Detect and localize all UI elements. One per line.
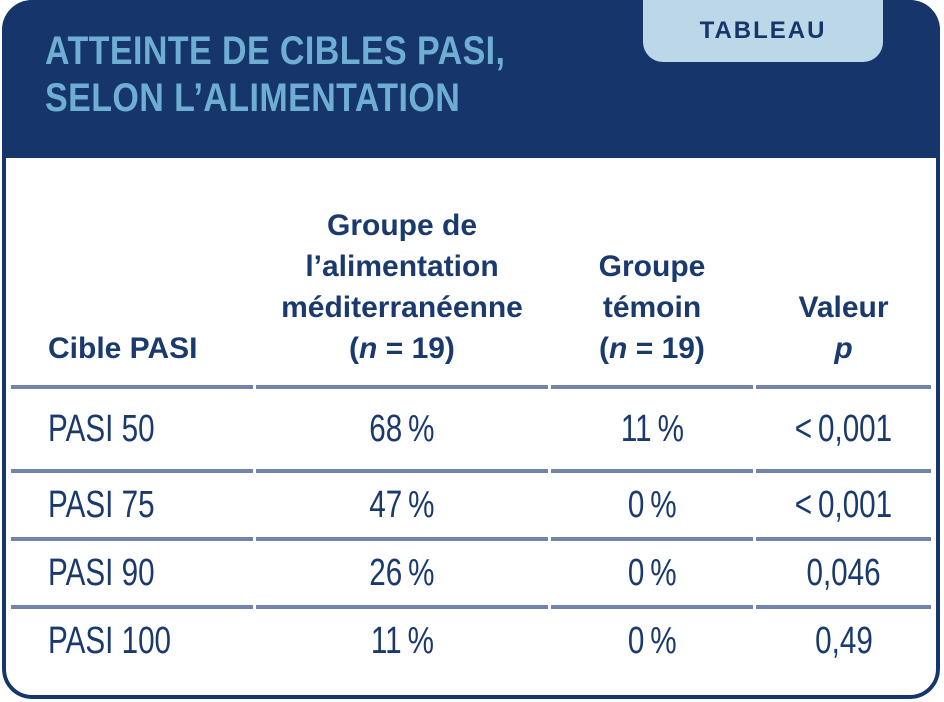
row-pasi-90: PASI 90 26 % 0 % 0,046	[11, 541, 931, 609]
cell-control-value: 11 %	[551, 389, 753, 473]
row-pasi-50: PASI 50 68 % 11 % < 0,001	[11, 389, 931, 473]
header-row: Cible PASI Groupe de l’alimentation médi…	[11, 158, 931, 389]
cell-mediterranean-value: 68 %	[256, 389, 548, 473]
cell-target: PASI 75	[11, 473, 253, 541]
italic-p: p	[834, 332, 853, 365]
row-pasi-75: PASI 75 47 % 0 % < 0,001	[11, 473, 931, 541]
figure-title-line-2: SELON L’ALIMENTATION	[45, 76, 461, 120]
cell-p-value: 0,046	[756, 541, 931, 609]
cell-control-value: 0 %	[551, 473, 753, 541]
figure-title-line-1: ATTEINTE DE CIBLES PASI,	[45, 29, 506, 73]
cell-mediterranean-value: 11 %	[370, 619, 434, 662]
column-header-p-value: Valeur p	[756, 158, 931, 389]
column-header-cible-pasi: Cible PASI	[11, 158, 253, 389]
cell-target: PASI 50	[11, 389, 253, 473]
column-header-control-group: Groupe témoin (n = 19)	[551, 158, 753, 389]
cell-mediterranean-value: 26 %	[256, 541, 548, 609]
cell-control-value: 0 %	[551, 541, 753, 609]
pasi-results-table: Cible PASI Groupe de l’alimentation médi…	[8, 158, 934, 673]
cell-p-value: 0,49	[814, 619, 873, 662]
italic-n: n	[359, 332, 378, 365]
italic-n: n	[609, 332, 628, 365]
column-header-mediterranean-group: Groupe de l’alimentation méditerranéenne…	[256, 158, 548, 389]
cell-control-value: 0 %	[627, 619, 677, 662]
cell-target: PASI 90	[11, 541, 253, 609]
tableau-badge: TABLEAU	[643, 0, 883, 62]
cell-p-value: < 0,001	[756, 389, 931, 473]
row-pasi-100: PASI 100 11 % 0 % 0,49	[11, 609, 931, 673]
figure-title: ATTEINTE DE CIBLES PASI, SELON L’ALIMENT…	[45, 28, 505, 122]
cell-p-value: < 0,001	[756, 473, 931, 541]
cell-mediterranean-value: 47 %	[256, 473, 548, 541]
tableau-badge-label: TABLEAU	[699, 17, 827, 44]
cell-target: PASI 100	[48, 619, 172, 662]
